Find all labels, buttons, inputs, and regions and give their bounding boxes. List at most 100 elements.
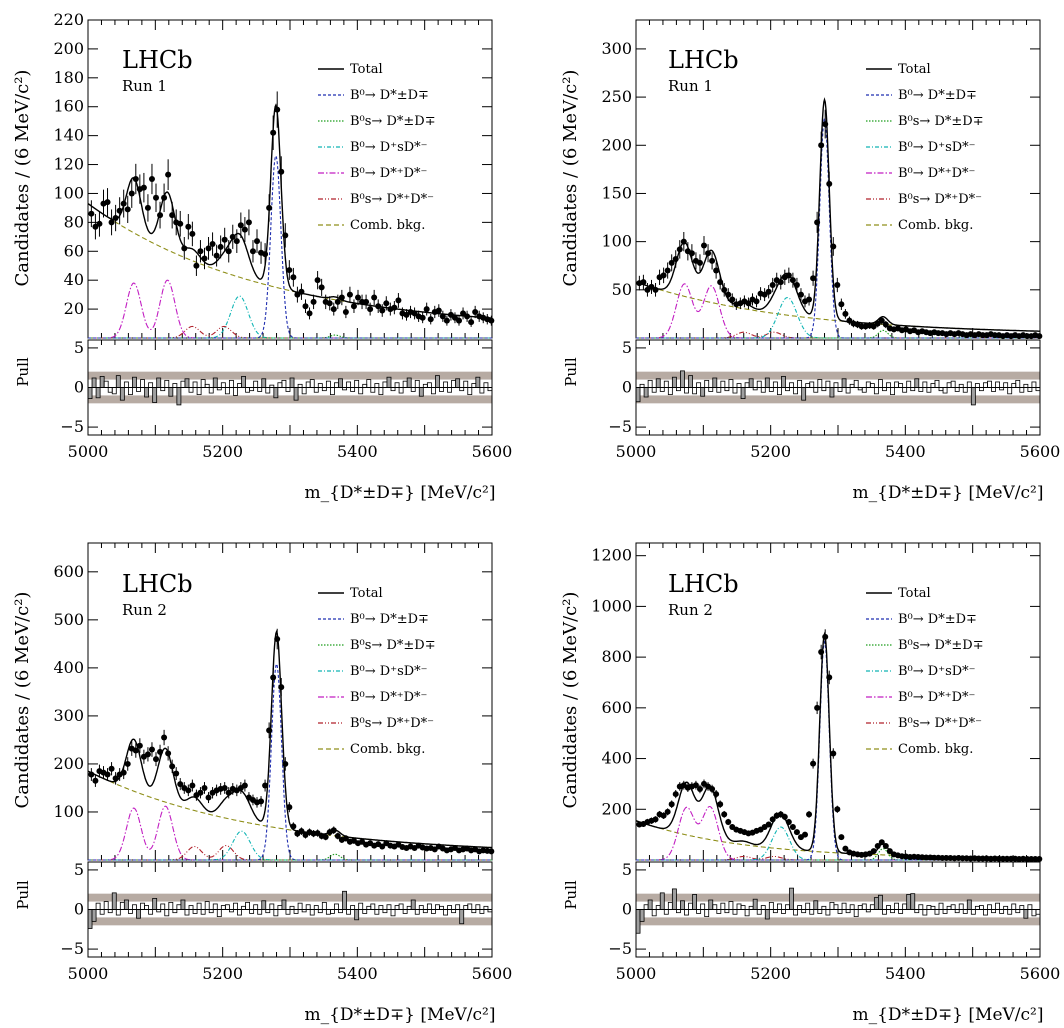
y-tick-label: 250	[601, 87, 632, 106]
data-point	[197, 789, 204, 796]
pull-bar	[688, 902, 693, 910]
data-point	[464, 313, 471, 320]
data-point	[676, 246, 683, 253]
pull-bar	[979, 905, 984, 910]
pull-bar	[273, 387, 279, 399]
pull-bar	[983, 909, 988, 916]
pull-bar	[1015, 379, 1021, 388]
legend-label: B⁰→ D*⁺D*⁻	[350, 166, 427, 181]
data-point	[838, 301, 845, 308]
pull-bar	[447, 905, 452, 910]
pull-bar	[728, 901, 734, 910]
pull-bar	[680, 900, 685, 910]
pull-bar	[898, 383, 904, 388]
pull-bar	[849, 904, 855, 910]
pull-bar	[160, 903, 166, 910]
data-point	[688, 250, 695, 257]
pull-bar	[297, 902, 303, 910]
pull-bar	[123, 381, 129, 388]
pull-bar	[325, 909, 331, 915]
pull-bar	[140, 902, 145, 910]
pull-bar	[200, 379, 206, 388]
pull-bar	[700, 387, 706, 397]
pull-bar	[228, 379, 234, 388]
x-tick-label: 5000	[616, 964, 657, 983]
pull-bar	[257, 909, 263, 915]
data-point	[640, 279, 647, 286]
pull-bar	[386, 376, 392, 388]
y-tick-label: 60	[64, 241, 84, 260]
data-point	[371, 294, 378, 301]
data-point	[367, 306, 374, 313]
y-tick-label: 200	[53, 754, 84, 773]
legend-label: Total	[898, 586, 931, 601]
data-point	[696, 259, 703, 266]
pull-bar	[402, 909, 408, 914]
data-point	[108, 219, 115, 226]
data-point	[116, 207, 123, 214]
pull-bar	[1027, 904, 1033, 910]
data-point	[717, 801, 724, 808]
legend-label: B⁰s→ D*±D∓	[350, 114, 436, 129]
data-point	[310, 298, 317, 305]
y-tick-label: 400	[601, 749, 632, 768]
pull-bar	[426, 903, 432, 910]
pull-bar	[196, 387, 202, 396]
legend-label: B⁰→ D*⁺D*⁻	[898, 690, 975, 705]
pull-bar	[325, 380, 331, 388]
experiment-label: LHCb	[668, 570, 739, 598]
data-point	[769, 816, 776, 823]
pull-bar	[386, 904, 392, 910]
pull-bar	[910, 893, 916, 910]
pull-bar	[966, 381, 972, 388]
data-point	[286, 267, 293, 274]
pull-bar	[313, 905, 319, 910]
pull-bar	[1035, 909, 1041, 915]
data-point	[781, 813, 788, 820]
experiment-label: LHCb	[122, 570, 193, 598]
pull-bar	[639, 909, 645, 922]
pull-bar	[293, 909, 299, 914]
pull-bar	[390, 909, 396, 917]
data-point	[709, 785, 716, 792]
data-point	[1036, 333, 1043, 340]
pull-bar	[103, 380, 109, 388]
data-point	[806, 811, 813, 818]
pull-bar	[176, 387, 182, 406]
pull-bar	[720, 902, 726, 910]
data-point	[826, 674, 833, 681]
pull-bar	[471, 383, 477, 388]
y-tick-label: 0	[622, 378, 632, 397]
pull-bar	[708, 387, 714, 392]
data-point	[668, 259, 675, 266]
data-point	[278, 168, 285, 175]
pull-bar	[930, 383, 936, 388]
pull-bar	[204, 901, 210, 910]
pull-bar	[459, 909, 465, 925]
data-point	[701, 242, 708, 249]
data-point	[213, 252, 220, 259]
data-point	[124, 206, 131, 213]
curve-total	[87, 103, 492, 319]
y-tick-label: 150	[601, 183, 632, 202]
pull-bar	[132, 376, 137, 388]
pull-bar	[894, 381, 899, 388]
pull-bar	[744, 909, 750, 917]
legend-label: B⁰s→ D*⁺D*⁻	[350, 716, 434, 731]
data-point	[672, 791, 679, 798]
legend-label: Comb. bkg.	[350, 218, 425, 233]
pull-bar	[378, 905, 384, 910]
pull-bar	[152, 898, 158, 910]
data-point	[112, 775, 119, 782]
pull-bar	[700, 903, 706, 910]
pull-bar	[410, 387, 416, 392]
data-point	[225, 248, 232, 255]
data-point	[439, 313, 446, 320]
pull-bar	[443, 909, 448, 916]
pull-bar	[115, 909, 121, 916]
y-tick-label: 500	[53, 610, 84, 629]
pull-bar	[671, 376, 677, 388]
data-point	[652, 286, 659, 293]
data-point	[660, 272, 667, 279]
data-point	[729, 296, 736, 303]
